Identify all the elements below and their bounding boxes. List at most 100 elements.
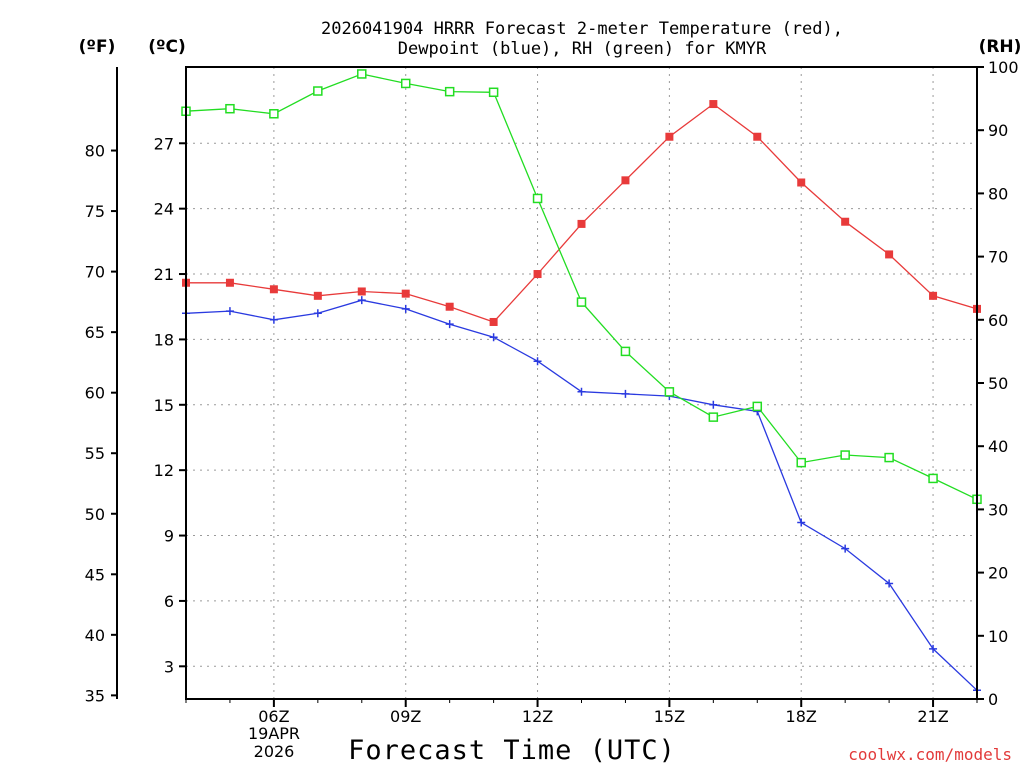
- rh-series: [181, 69, 982, 505]
- rh-axis-tick-label: 0: [988, 690, 998, 709]
- temperature-point: [929, 291, 938, 300]
- dewpoint-point: [445, 320, 454, 329]
- dewpoint-point: [577, 387, 586, 396]
- f-axis-tick-label: 60: [85, 384, 105, 403]
- x-axis-tick-label: 09Z: [390, 707, 421, 726]
- temperature-point: [445, 302, 454, 311]
- rh-point: [269, 109, 279, 119]
- temperature-point: [841, 217, 850, 226]
- rh-point: [928, 473, 938, 484]
- rh-line: [185, 73, 978, 500]
- date-year-label: 2026: [254, 742, 295, 761]
- chart-title-line2: Dewpoint (blue), RH (green) for KMYR: [398, 39, 767, 59]
- c-axis-tick-label: 12: [154, 461, 174, 480]
- rh-point: [752, 401, 763, 412]
- rh-axis-tick-label: 50: [988, 374, 1008, 393]
- dewpoint-point: [885, 579, 894, 588]
- x-axis-tick-label: 21Z: [917, 707, 948, 726]
- dewpoint-point: [533, 357, 542, 366]
- x-axis-tick-label: 12Z: [522, 707, 553, 726]
- rh-axis-tick-label: 90: [988, 121, 1008, 140]
- f-axis-tick-label: 70: [85, 263, 105, 282]
- rh-unit-label: (RH): [979, 37, 1022, 57]
- rh-point: [313, 86, 323, 96]
- c-axis-tick-label: 24: [154, 200, 174, 219]
- x-axis-title: Forecast Time (UTC): [348, 735, 676, 766]
- rh-axis-tick-label: 20: [988, 564, 1008, 583]
- f-axis-tick-label: 35: [85, 686, 105, 705]
- dewpoint-point: [709, 400, 718, 409]
- dewpoint-point: [489, 333, 498, 342]
- dewpoint-point: [621, 389, 630, 398]
- dewpoint-point: [313, 309, 322, 318]
- rh-axis-tick-label: 10: [988, 627, 1008, 646]
- temperature-point: [885, 250, 894, 259]
- f-axis-tick-label: 45: [85, 565, 105, 584]
- rh-axis: 0 10 20 30 40 50 60 70 80 90 100: [977, 58, 1019, 709]
- temperature-point: [797, 178, 806, 187]
- temperature-point: [225, 278, 234, 287]
- rh-axis-tick-label: 70: [988, 248, 1008, 267]
- temperature-point: [577, 219, 586, 228]
- rh-point: [708, 412, 719, 422]
- dewpoint-point: [269, 315, 278, 324]
- rh-point: [884, 452, 894, 463]
- c-axis-tick-label: 27: [154, 134, 174, 153]
- fahrenheit-unit-label: (ºF): [79, 37, 116, 57]
- dewpoint-point: [225, 307, 234, 316]
- rh-point: [796, 457, 806, 468]
- rh-axis-tick-label: 40: [988, 437, 1008, 456]
- c-axis-tick-label: 18: [154, 330, 174, 349]
- temperature-series: [182, 100, 981, 326]
- rh-point: [532, 193, 543, 204]
- fahrenheit-axis: 35 40 45 50 55 60 65 70 75 80: [85, 67, 118, 705]
- temperature-point: [533, 270, 542, 279]
- c-axis-tick-label: 3: [164, 657, 174, 676]
- celsius-axis: 3 6 9 12 15 18 21 24 27: [154, 134, 186, 676]
- c-axis-tick-label: 6: [164, 592, 174, 611]
- temperature-point: [357, 287, 366, 296]
- rh-point: [225, 103, 235, 114]
- f-axis-tick-label: 40: [85, 626, 105, 645]
- rh-point: [620, 346, 631, 357]
- source-credit: coolwx.com/models: [848, 745, 1012, 764]
- f-axis-tick-label: 80: [85, 142, 105, 161]
- temperature-point: [313, 291, 322, 300]
- temperature-point: [709, 100, 718, 109]
- rh-point: [488, 87, 499, 98]
- rh-axis-tick-label: 60: [988, 311, 1008, 330]
- x-axis-tick-label: 06Z: [258, 707, 289, 726]
- f-axis-tick-label: 75: [85, 202, 105, 221]
- temperature-line: [186, 103, 978, 323]
- dewpoint-series: [182, 296, 981, 695]
- dewpoint-point: [401, 304, 410, 313]
- rh-axis-tick-label: 30: [988, 500, 1008, 519]
- temperature-point: [401, 289, 410, 298]
- dewpoint-line: [185, 299, 978, 691]
- celsius-unit-label: (ºC): [148, 37, 186, 57]
- rh-axis-tick-label: 80: [988, 184, 1008, 203]
- f-axis-tick-label: 55: [85, 444, 105, 463]
- temperature-point: [269, 285, 278, 294]
- rh-point: [664, 387, 675, 397]
- temperature-point: [489, 317, 498, 326]
- dewpoint-point: [929, 644, 938, 653]
- grid-lines: [186, 67, 977, 699]
- plot-frame: [185, 66, 978, 700]
- data-series: [181, 69, 982, 695]
- dewpoint-point: [797, 518, 806, 527]
- rh-point: [357, 69, 367, 79]
- chart-title-line1: 2026041904 HRRR Forecast 2-meter Tempera…: [321, 19, 843, 39]
- rh-axis-tick-label: 100: [988, 58, 1019, 77]
- dewpoint-point: [357, 296, 366, 305]
- x-axis-tick-label: 18Z: [786, 707, 817, 726]
- rh-point: [840, 450, 850, 460]
- temperature-point: [621, 176, 630, 185]
- rh-point: [444, 86, 455, 97]
- x-axis-tick-label: 15Z: [654, 707, 685, 726]
- temperature-point: [753, 132, 762, 141]
- c-axis-tick-label: 9: [164, 527, 174, 546]
- temperature-point: [665, 132, 674, 141]
- f-axis-tick-label: 50: [85, 505, 105, 524]
